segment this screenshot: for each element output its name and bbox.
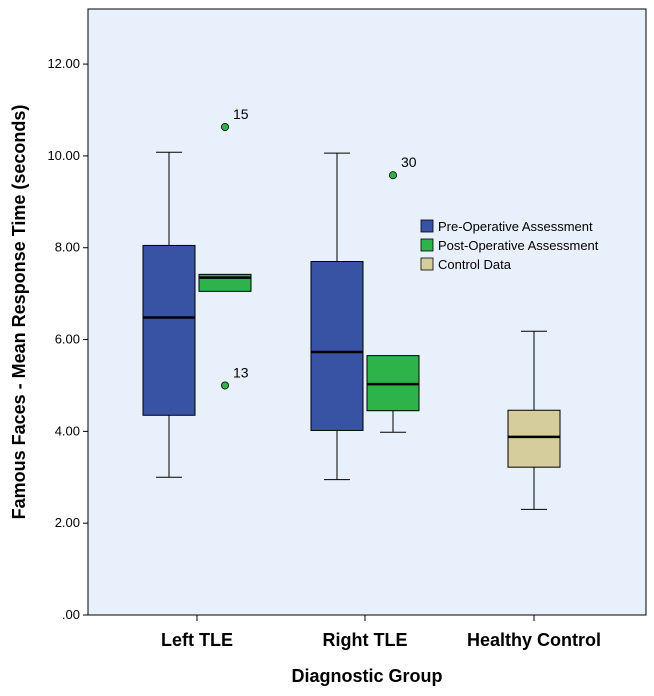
legend-label-post: Post-Operative Assessment (438, 238, 599, 253)
y-tick-label-4: 8.00 (55, 240, 80, 255)
x-axis: Left TLE Right TLE Healthy Control (161, 615, 601, 650)
y-tick-label-2: 4.00 (55, 423, 80, 438)
outlier-point-0 (220, 122, 229, 131)
outlier-label-0: 30 (401, 154, 417, 170)
x-category-label-1: Right TLE (323, 630, 408, 650)
legend-swatch-post (420, 238, 434, 252)
outlier-point-0 (388, 171, 397, 180)
y-tick-label-5: 10.00 (47, 148, 80, 163)
box-4 (507, 330, 561, 510)
y-tick-label-1: 2.00 (55, 515, 80, 530)
x-axis-title: Diagnostic Group (291, 666, 442, 686)
box-body (142, 244, 196, 416)
legend-swatch-pre (420, 219, 434, 233)
legend-label-control: Control Data (438, 257, 512, 272)
outlier-point-1 (220, 381, 229, 390)
y-axis-title: Famous Faces - Mean Response Time (secon… (9, 105, 29, 520)
legend-label-pre: Pre-Operative Assessment (438, 219, 593, 234)
box-body (507, 409, 561, 468)
legend: Pre-Operative Assessment Post-Operative … (420, 219, 599, 272)
box-2 (310, 152, 364, 481)
x-category-label-2: Healthy Control (467, 630, 601, 650)
outlier-label-0: 15 (233, 106, 249, 122)
y-tick-label-3: 6.00 (55, 332, 80, 347)
box-body (310, 261, 364, 431)
y-axis: .00 2.00 4.00 6.00 8.00 10.00 12.00 (47, 56, 88, 622)
box-0 (142, 151, 196, 478)
x-category-label-0: Left TLE (161, 630, 233, 650)
y-tick-label-0: .00 (62, 607, 80, 622)
outlier-label-1: 13 (233, 364, 249, 380)
y-tick-label-6: 12.00 (47, 56, 80, 71)
box-3: 30 (366, 154, 420, 433)
legend-swatch-control (420, 257, 434, 271)
